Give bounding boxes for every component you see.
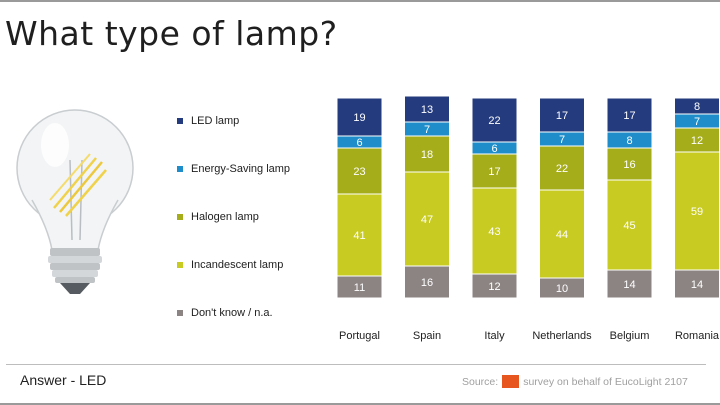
source-prefix: Source: [462,375,499,388]
data-label: 14 [691,279,703,291]
bar-segment [674,151,720,271]
bar-segment [336,97,383,137]
data-label: 7 [694,116,700,128]
bottom-border [0,403,720,405]
data-label: 6 [356,137,362,149]
bar-segment [336,193,383,277]
category-label: Portugal [339,330,380,342]
source-text: survey on behalf of EucoLight 2107 [523,375,688,388]
page-title: What type of lamp? [5,14,338,53]
data-label: 8 [626,135,632,147]
data-label: 59 [691,206,703,218]
legend-item-halogen: Halogen lamp [177,209,259,225]
bar-segment [674,127,720,153]
data-label: 47 [421,214,433,226]
bar-segment [606,179,653,271]
data-label: 43 [488,226,500,238]
category-label: Romania [675,330,720,342]
gfk-logo-icon [502,375,520,388]
legend-label: Halogen lamp [191,211,259,223]
category-label: Italy [484,330,505,342]
data-label: 7 [559,134,565,146]
data-label: 10 [556,283,568,295]
data-label: 19 [353,112,365,124]
legend-swatch-halogen [177,214,183,220]
bar-segment [471,97,518,143]
data-label: 22 [556,163,568,175]
bar-segment [539,189,585,279]
bar-segment [539,145,585,191]
answer-text: Answer - LED [20,372,107,388]
data-label: 22 [488,115,500,127]
footer-divider [6,364,706,365]
bar-segment [606,97,653,133]
bar-segment [606,147,653,181]
data-label: 7 [424,124,430,136]
data-label: 14 [623,279,635,291]
data-label: 8 [694,101,700,113]
top-border [0,0,720,2]
bar-segment [674,269,720,299]
legend-item-led: LED lamp [177,113,239,129]
legend-swatch-dont-know [177,310,183,316]
legend-item-incandescent: Incandescent lamp [177,257,283,273]
data-label: 16 [421,277,433,289]
category-label: Belgium [610,330,650,342]
data-label: 44 [556,229,568,241]
data-label: 41 [353,230,365,242]
bar-segment [471,153,518,189]
category-label: Netherlands [532,330,592,342]
legend-label: Don't know / n.a. [191,307,273,319]
data-label: 12 [488,281,500,293]
bar-segment [471,273,518,299]
category-label: Spain [413,330,441,342]
legend-label: Incandescent lamp [191,259,284,271]
data-label: 18 [421,149,433,161]
data-label: 11 [354,282,365,294]
legend-item-energy-saving: Energy-Saving lamp [177,161,290,177]
legend-item-dont-know: Don't know / n.a. [177,305,273,321]
legend-label: LED lamp [191,115,240,127]
lightbulb-icon [16,109,134,294]
legend-label: Energy-Saving lamp [191,163,291,175]
data-label: 16 [623,159,635,171]
data-label: 17 [623,110,635,122]
data-label: 17 [556,110,568,122]
data-label: 23 [353,166,365,178]
bar-segment [471,187,518,275]
legend-swatch-energy-saving [177,166,183,172]
data-label: 17 [488,166,500,178]
data-label: 45 [623,220,635,232]
legend-swatch-incandescent [177,262,183,268]
data-label: 13 [421,104,433,116]
bar-segment [404,95,450,123]
data-label: 12 [691,135,703,147]
stacked-bar-chart: 11 41 23 6 19 Portugal 16 47 18 7 13 Spain 12 43 17 6 22… [336,95,720,342]
source-note: Source: survey on behalf of EucoLight 21… [462,375,688,388]
bar-segment [539,97,585,133]
bar-segment [404,171,450,267]
bar-segment [404,265,450,299]
legend-swatch-led [177,118,183,124]
data-label: 6 [491,143,497,155]
